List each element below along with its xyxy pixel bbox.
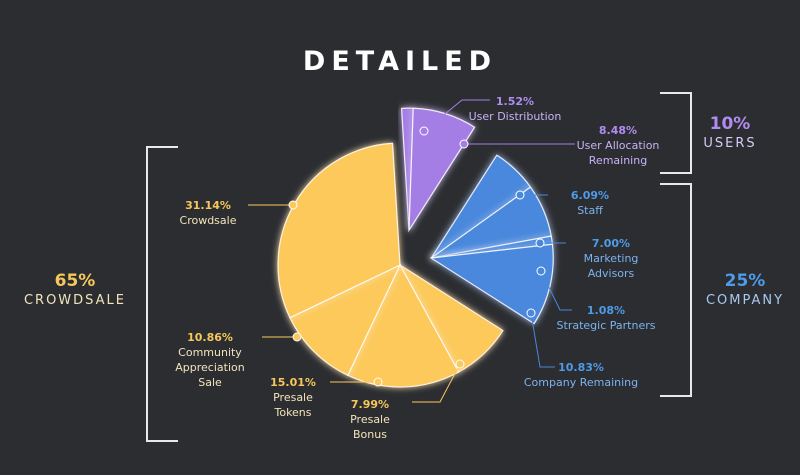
company-group-percent: 25% xyxy=(724,271,766,291)
pie-slice-company-remaining xyxy=(429,243,554,325)
slice-label-company-remaining: 10.83% Company Remaining xyxy=(523,361,639,389)
leader-line-user-distribution xyxy=(423,99,490,132)
leader-dot-crowdsale xyxy=(288,200,298,210)
leader-dot-user-distribution xyxy=(419,126,429,136)
leader-dot-user-allocation-remaining xyxy=(459,139,469,149)
leader-dot-community-appreciation-sale xyxy=(292,332,302,342)
crowdsale-bracket xyxy=(146,146,178,442)
slice-label-marketing-advisors: 7.00% Marketing Advisors xyxy=(583,237,639,280)
leader-dot-presale-bonus xyxy=(455,359,465,369)
slice-label-user-distribution: 1.52% User Distribution xyxy=(468,95,562,123)
leader-dot-presale-tokens xyxy=(373,377,383,387)
pie-slice-community-appreciation-sale xyxy=(289,263,402,377)
slice-label-staff: 6.09% Staff xyxy=(570,189,610,217)
slice-label-strategic-partners: 1.08% Strategic Partners xyxy=(556,304,656,332)
users-group-percent: 10% xyxy=(709,114,751,134)
leader-dot-staff xyxy=(515,190,525,200)
slice-label-presale-tokens: 15.01% Presale Tokens xyxy=(270,376,316,419)
slice-label-crowdsale: 31.14% Crowdsale xyxy=(179,199,237,227)
users-group-name: USERS xyxy=(703,136,757,151)
pie-slice-presale-tokens xyxy=(347,263,460,388)
slice-label-community-appreciation-sale: 10.86% Community Appreciation Sale xyxy=(175,331,245,389)
leader-dot-strategic-partners xyxy=(536,266,546,276)
slice-label-presale-bonus: 7.99% Presale Bonus xyxy=(350,398,390,441)
leader-dot-company-remaining xyxy=(526,308,536,318)
leader-line-presale-bonus xyxy=(412,363,461,403)
chart-title: DETAILED xyxy=(302,46,498,77)
crowdsale-group-name: CROWDSALE xyxy=(23,293,127,308)
leader-line-strategic-partners xyxy=(540,270,572,311)
leader-dot-marketing-advisors xyxy=(535,238,545,248)
slice-label-user-allocation-remaining: 8.48% User Allocation Remaining xyxy=(576,124,660,167)
company-group-name: COMPANY xyxy=(705,293,785,308)
leader-line-company-remaining xyxy=(530,312,555,368)
company-bracket xyxy=(660,183,692,397)
users-bracket xyxy=(660,92,692,174)
crowdsale-group-percent: 65% xyxy=(54,271,96,291)
